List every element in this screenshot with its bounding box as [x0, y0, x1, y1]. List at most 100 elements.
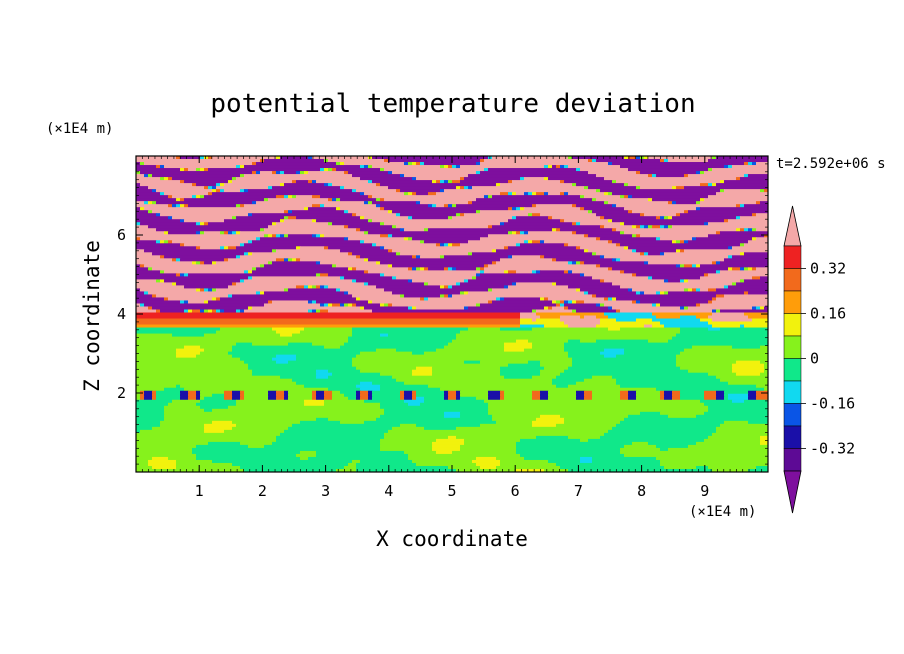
- contour-cell: [444, 165, 449, 169]
- contour-cell: [208, 441, 241, 446]
- contour-cell: [692, 264, 697, 268]
- contour-cell: [524, 231, 529, 235]
- contour-cell: [500, 459, 549, 464]
- contour-cell: [612, 204, 617, 208]
- contour-cell: [172, 204, 177, 208]
- contour-cell: [688, 279, 741, 283]
- contour-cell: [732, 363, 765, 368]
- contour-cell: [460, 213, 465, 217]
- contour-cell: [268, 198, 329, 202]
- contour-cell: [584, 300, 633, 305]
- contour-cell: [380, 198, 385, 202]
- contour-cell: [736, 228, 741, 232]
- contour-cell: [664, 279, 669, 283]
- contour-cell: [660, 303, 697, 308]
- contour-cell: [264, 228, 357, 232]
- contour-cell: [360, 192, 365, 196]
- contour-cell: [320, 309, 329, 314]
- contour-cell: [500, 258, 553, 262]
- contour-cell: [364, 216, 409, 220]
- contour-cell: [556, 462, 661, 467]
- contour-cell: [724, 393, 729, 398]
- contour-cell: [220, 189, 225, 193]
- contour-cell: [504, 342, 533, 347]
- contour-cell: [200, 351, 229, 356]
- contour-cell: [672, 393, 681, 398]
- contour-cell: [552, 381, 577, 386]
- contour-cell: [324, 246, 329, 250]
- contour-cell: [456, 282, 461, 287]
- contour-cell: [592, 159, 597, 163]
- contour-cell: [184, 198, 265, 202]
- contour-cell: [644, 225, 649, 229]
- contour-cell: [308, 180, 313, 184]
- x-tick-label: 9: [700, 482, 709, 500]
- contour-cell: [380, 273, 385, 277]
- contour-cell: [548, 396, 577, 401]
- contour-cell: [452, 294, 593, 299]
- contour-cell: [184, 219, 225, 223]
- contour-cell: [232, 180, 293, 184]
- contour-plot-area: [136, 156, 768, 472]
- contour-cell: [360, 393, 369, 398]
- contour-cell: [136, 228, 157, 232]
- contour-cell: [684, 306, 689, 311]
- contour-cell: [512, 180, 561, 184]
- contour-cell: [676, 357, 768, 362]
- contour-cell: [456, 468, 517, 472]
- colorbar-bin: [783, 358, 802, 382]
- contour-cell: [136, 408, 165, 413]
- contour-cell: [288, 390, 313, 395]
- contour-cell: [184, 387, 329, 392]
- contour-cell: [204, 222, 209, 226]
- contour-cell: [344, 291, 349, 296]
- contour-cell: [636, 390, 661, 395]
- contour-cell: [612, 240, 673, 244]
- contour-cell: [600, 351, 625, 356]
- contour-cell: [412, 351, 425, 356]
- contour-cell: [328, 273, 381, 277]
- contour-cell: [676, 333, 768, 338]
- contour-cell: [412, 393, 417, 398]
- contour-cell: [576, 168, 581, 172]
- contour-cell: [424, 228, 429, 232]
- contour-cell: [764, 234, 768, 238]
- contour-cell: [660, 225, 665, 229]
- contour-cell: [416, 390, 445, 395]
- contour-cell: [200, 288, 205, 293]
- contour-cell: [328, 303, 333, 308]
- contour-cell: [436, 180, 441, 184]
- contour-cell: [668, 414, 697, 419]
- contour-cell: [408, 162, 413, 166]
- contour-cell: [164, 255, 237, 259]
- contour-cell: [480, 273, 581, 277]
- contour-cell: [424, 399, 485, 404]
- contour-cell: [372, 390, 401, 395]
- contour-cell: [500, 369, 541, 374]
- contour-cell: [496, 465, 561, 470]
- contour-cell: [136, 366, 249, 371]
- contour-cell: [392, 276, 397, 280]
- contour-cell: [604, 192, 609, 196]
- contour-cell: [508, 180, 513, 184]
- contour-cell: [508, 255, 513, 259]
- contour-cell: [584, 273, 633, 277]
- contour-cell: [332, 393, 345, 398]
- contour-cell: [596, 324, 645, 329]
- contour-cell: [196, 288, 201, 293]
- contour-cell: [624, 444, 657, 449]
- contour-cell: [272, 327, 305, 332]
- contour-cell: [408, 306, 413, 311]
- contour-cell: [208, 288, 213, 293]
- contour-cell: [324, 159, 329, 163]
- contour-cell: [284, 183, 325, 187]
- contour-cell: [244, 396, 269, 401]
- contour-cell: [432, 204, 437, 208]
- contour-cell: [552, 378, 585, 383]
- contour-cell: [564, 342, 768, 347]
- contour-cell: [136, 441, 209, 446]
- contour-cell: [408, 192, 413, 196]
- contour-cell: [220, 297, 357, 302]
- contour-cell: [244, 270, 249, 274]
- contour-cell: [448, 204, 453, 208]
